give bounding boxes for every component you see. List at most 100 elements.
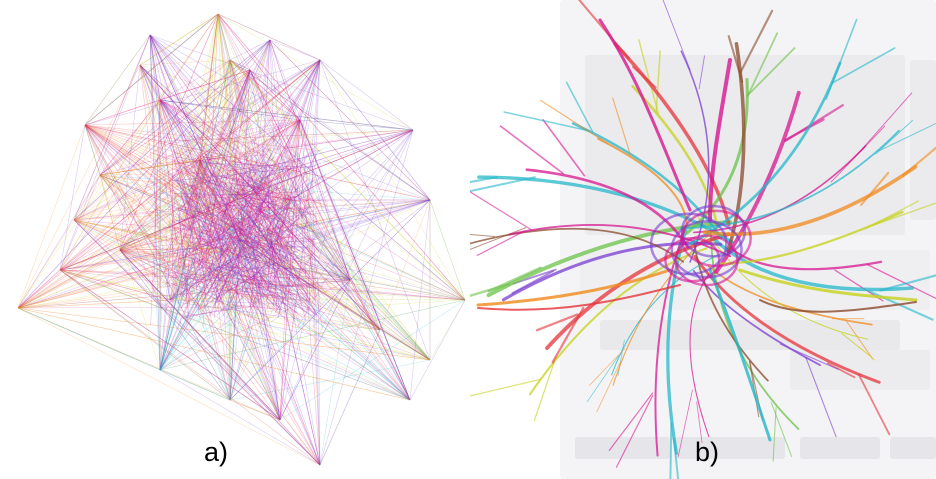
graph-edge [315,181,351,281]
graph-edge [159,220,195,371]
graph-edge [139,64,229,275]
graph-edge [234,170,316,197]
graph-edge [119,13,219,251]
graph-edge [229,297,329,401]
graph-edge [246,129,414,313]
graph-edge [17,249,121,309]
graph-edge [84,124,431,201]
graph-edge [170,294,381,331]
bundled-edge [470,176,498,184]
graph-edge [349,279,411,401]
graph-edge [239,239,431,361]
graph-edge [229,59,251,71]
graph-edge [319,59,431,201]
graph-edge [217,13,240,225]
graph-edge [184,196,228,217]
graph-edge [173,165,296,235]
graph-edge [205,155,264,300]
graph-edge [149,34,161,101]
graph-edge [379,329,431,361]
graph-edge [236,224,308,288]
graph-edge [173,238,269,319]
graph-edge [159,99,414,131]
graph-edge [266,156,381,331]
graph-edge [159,168,268,371]
graph-edge [221,228,254,231]
graph-edge [199,59,321,161]
graph-edge [99,99,161,176]
bundled-edge [551,306,585,364]
caption-b: b) [695,437,720,467]
bundled-edge [470,378,541,397]
graph-edge [168,119,301,145]
bundled-edge [511,270,555,295]
graph-edge [231,199,291,298]
graph-edge [275,185,319,253]
graph-edge [169,279,245,301]
graph-edge [99,174,227,308]
graph-edge [295,187,351,281]
bundled-edge [470,227,685,263]
graph-edge [199,159,201,269]
graph-edge [212,163,281,421]
panel-b-bundled-graph [470,0,936,479]
graph-edge [154,298,381,331]
graph-edge [230,187,319,316]
graph-edge [217,13,414,131]
graph-edge [227,227,231,401]
graph-edge [270,241,466,301]
bundled-edge [470,227,527,251]
graph-edge [119,69,251,251]
graph-edge [277,159,296,248]
graph-edge [179,209,281,259]
graph-edge [159,99,301,121]
graph-edge [170,39,271,225]
graph-edge [73,34,151,221]
graph-edge [221,235,232,272]
graph-edge [159,248,185,371]
graph-edge [119,249,286,299]
graph-edge [281,168,313,241]
graph-edge [211,171,311,277]
graph-edge [59,239,241,271]
bundled-edge [542,119,586,177]
graph-edge [246,211,251,232]
graph-edge [201,129,414,141]
graph-edge [299,119,411,401]
graph-edge [199,13,219,161]
graph-edge [229,247,253,304]
graph-edge [59,199,431,271]
graph-edge [139,64,152,159]
graph-edge [202,13,219,328]
graph-edge [229,279,351,401]
graph-edge [159,99,201,161]
graph-edge [229,59,309,314]
graph-edge [99,159,201,176]
graph-edge [154,295,321,466]
graph-edge [169,159,201,301]
graph-edge [149,34,164,160]
graph-edge [199,159,225,292]
graph-edge [199,159,214,303]
graph-edge [239,239,381,331]
graph-edge [266,185,299,282]
graph-edge [159,99,231,401]
graph-edge [230,220,243,250]
graph-edge [159,369,321,466]
graph-edge [187,171,300,252]
graph-edge [199,159,411,401]
graph-edge [189,178,263,321]
graph-edge [17,192,181,309]
graph-edge [325,258,351,281]
graph-edge [215,59,231,169]
graph-edge [265,273,278,292]
bundled-edge [783,104,844,143]
graph-edge [73,219,306,295]
graph-edge [207,198,268,245]
bundled-edge [866,263,936,300]
graph-edge [269,291,295,296]
graph-edge [294,150,381,331]
graph-edge [185,230,192,304]
graph-edge [279,199,291,421]
graph-edge [159,144,210,371]
